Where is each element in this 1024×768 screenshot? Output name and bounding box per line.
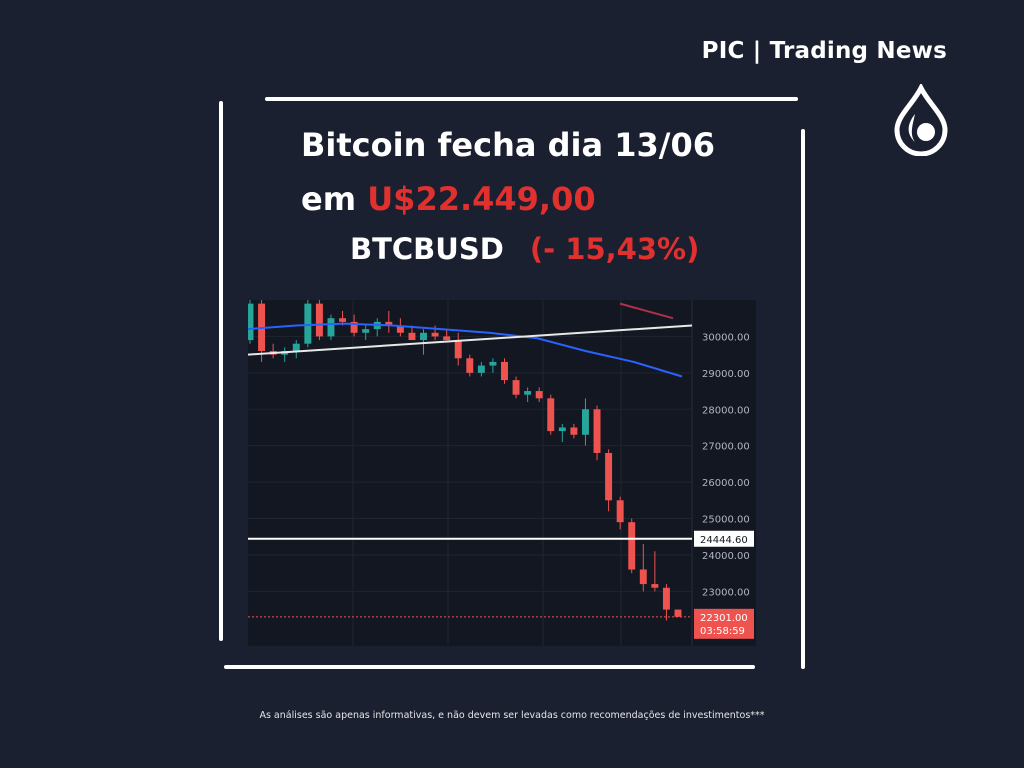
candle-body (535, 391, 543, 399)
candle-body (558, 427, 566, 432)
ticker-change: (- 15,43%) (529, 232, 700, 266)
candle-body (512, 380, 520, 395)
candle-body (662, 587, 670, 610)
ticker-symbol: BTCBUSD (350, 232, 504, 266)
frame-left-line (219, 101, 223, 641)
y-tick-label: 27000.00 (702, 442, 750, 453)
candle-body (420, 332, 427, 341)
candle-body (246, 303, 254, 341)
candle-body (431, 332, 439, 337)
candle-body (408, 332, 416, 341)
candle-body (443, 336, 451, 341)
last-price-label: 22301.00 (700, 613, 748, 624)
plot-background (248, 300, 692, 646)
candle-body (651, 584, 659, 588)
candle-body (304, 303, 312, 344)
headline-prefix: em (301, 180, 357, 218)
last-price-box (694, 608, 754, 639)
price-axis-background (692, 300, 756, 646)
moving-average-blue (247, 322, 683, 378)
candle-body (639, 569, 647, 585)
candle-body (350, 321, 358, 333)
countdown-label: 03:58:59 (700, 626, 745, 637)
candle-body (628, 522, 636, 570)
drop-flame-icon (894, 84, 948, 156)
headline: Bitcoin fecha dia 13/06 em U$22.449,00 (301, 118, 715, 226)
ticker-row: BTCBUSD (- 15,43%) (350, 232, 699, 266)
disclaimer: As análises são apenas informativas, e n… (259, 710, 765, 721)
candle-body (292, 343, 300, 351)
candle-body (593, 409, 601, 453)
candle-body (489, 361, 497, 366)
y-tick-label: 24000.00 (702, 551, 750, 562)
headline-line1: Bitcoin fecha dia 13/06 (301, 126, 715, 164)
candle-body (581, 409, 589, 435)
candle-body (674, 609, 682, 617)
candle-body (524, 391, 532, 395)
candle-body (547, 398, 555, 432)
y-tick-label: 30000.00 (702, 332, 750, 343)
candle-body (315, 303, 323, 337)
candle-body (570, 427, 578, 435)
candle-body (501, 361, 508, 381)
trendline (247, 324, 693, 356)
support-label-box (694, 530, 754, 547)
y-tick-label: 23000.00 (702, 587, 750, 598)
candle-body (466, 358, 474, 373)
support-label: 24444.60 (700, 535, 748, 546)
frame-bottom-line (224, 665, 755, 669)
headline-line2: em U$22.449,00 (301, 172, 715, 226)
candle-body (477, 365, 485, 373)
candle-body (385, 321, 393, 326)
frame-top-line (265, 97, 798, 101)
candle-body (362, 329, 370, 333)
brand-title: PIC | Trading News (701, 38, 947, 64)
candle-body (339, 318, 347, 322)
candle-body (396, 325, 404, 333)
candle-body (605, 452, 613, 501)
candle-body (616, 500, 624, 523)
y-tick-label: 29000.00 (702, 369, 750, 380)
price-chart: 30000.00 29000.00 28000.00 27000.00 26000.00… (246, 300, 756, 646)
y-tick-label: 26000.00 (702, 478, 750, 489)
y-tick-label: 25000.00 (702, 515, 750, 526)
candle-body (454, 340, 462, 359)
moving-average-red (619, 302, 674, 320)
candlestick-chart: 30000.00 29000.00 28000.00 27000.00 26000.00… (246, 300, 756, 646)
frame-right-line (801, 129, 805, 669)
headline-price: U$22.449,00 (367, 180, 596, 218)
y-tick-label: 28000.00 (702, 405, 750, 416)
candle-body (327, 318, 335, 337)
